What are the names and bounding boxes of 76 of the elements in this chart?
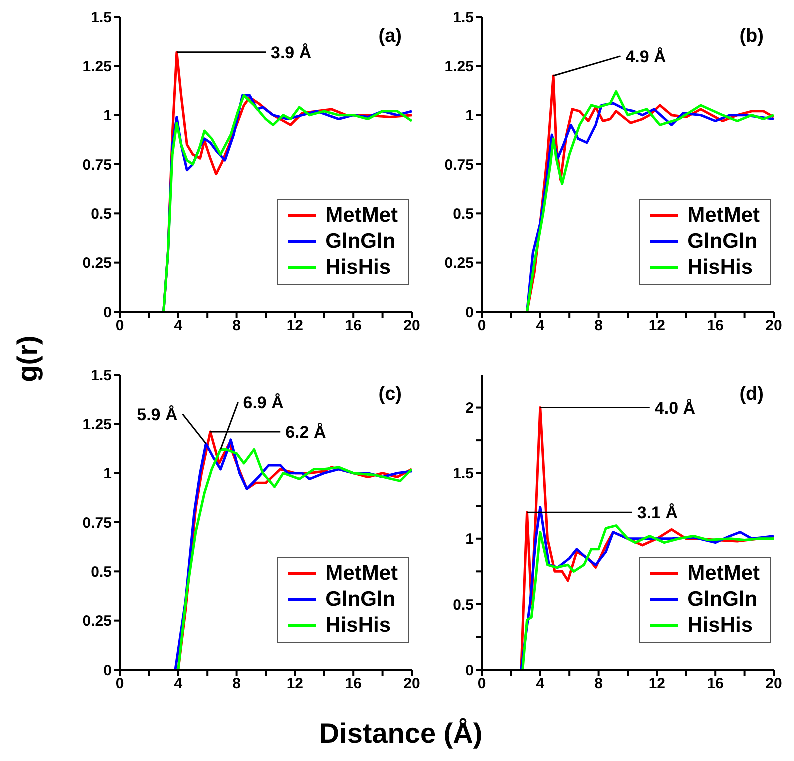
annotation: 6.2 Å [286, 423, 326, 442]
y-tick-label: 0.5 [91, 206, 112, 223]
x-tick-label: 12 [648, 318, 666, 335]
legend-label: MetMet [688, 561, 760, 587]
y-tick-label: 0 [466, 304, 474, 322]
x-tick-label: 0 [116, 676, 124, 693]
legend-label: MetMet [688, 203, 760, 229]
y-tick-label: 1.5 [453, 9, 474, 26]
x-axis-title: Distance (Å) [318, 718, 484, 750]
y-tick-label: 0.5 [453, 206, 474, 223]
y-tick-label: 1.5 [91, 367, 112, 384]
y-tick-label: 1.25 [444, 58, 474, 76]
x-tick-label: 12 [286, 318, 304, 335]
annotation: 3.9 Å [271, 43, 312, 62]
annotation: 5.9 Å [137, 405, 178, 424]
x-tick-label: 16 [345, 676, 362, 693]
legend-label: HisHis [688, 613, 754, 639]
x-tick-label: 8 [232, 318, 241, 335]
y-tick-label: 0 [466, 662, 474, 680]
y-tick-label: 1 [104, 108, 112, 125]
annotation: 4.0 Å [654, 398, 696, 418]
x-tick-label: 20 [404, 676, 420, 693]
legend-label: MetMet [326, 203, 398, 229]
y-tick-label: 0 [104, 304, 112, 322]
y-tick-label: 0.25 [82, 613, 112, 630]
y-tick-label: 0.5 [453, 596, 474, 614]
x-tick-label: 8 [594, 318, 603, 335]
x-tick-label: 8 [594, 676, 603, 693]
legend-label: HisHis [326, 255, 392, 281]
y-tick-label: 1 [466, 531, 474, 548]
x-tick-label: 4 [536, 318, 546, 335]
x-tick-label: 16 [345, 318, 362, 335]
y-tick-label: 1.5 [91, 9, 112, 26]
y-tick-label: 1.25 [82, 416, 112, 434]
x-tick-label: 8 [232, 676, 241, 693]
legend-label: GlnGln [326, 229, 396, 255]
y-tick-label: 1.5 [453, 466, 474, 483]
legend-label: MetMet [326, 561, 398, 587]
annotation: (b) [740, 26, 764, 48]
legend-label: GlnGln [326, 587, 396, 613]
y-tick-label: 0 [104, 662, 112, 680]
x-tick-label: 12 [648, 676, 666, 693]
y-tick-label: 2 [466, 400, 474, 418]
line-series [162, 94, 412, 312]
annotation: 6.9 Å [243, 394, 284, 413]
annotation: 3.1 Å [637, 504, 678, 523]
y-tick-label: 0.75 [82, 514, 112, 532]
annotation: 4.9 Å [626, 47, 666, 66]
legend-label: GlnGln [688, 229, 758, 255]
y-tick-label: 0.5 [91, 564, 112, 581]
legend-label: HisHis [688, 255, 754, 281]
x-tick-label: 20 [404, 318, 420, 335]
x-tick-label: 4 [536, 676, 546, 693]
annotation: (d) [740, 384, 764, 406]
y-tick-label: 0.75 [444, 156, 474, 174]
y-tick-label: 1 [104, 466, 112, 483]
x-tick-label: 16 [707, 318, 724, 335]
x-tick-label: 4 [174, 318, 184, 335]
legend-label: HisHis [326, 613, 392, 639]
y-axis-title: g(r) [12, 334, 44, 384]
x-tick-label: 20 [766, 676, 782, 693]
x-tick-label: 0 [478, 676, 486, 693]
x-tick-label: 0 [116, 318, 124, 335]
legend-label: GlnGln [688, 587, 758, 613]
y-tick-label: 1 [466, 108, 474, 125]
x-tick-label: 16 [707, 676, 724, 693]
annotation: (c) [378, 384, 402, 406]
x-tick-label: 20 [766, 318, 782, 335]
y-tick-label: 0.75 [82, 156, 112, 174]
y-tick-label: 0.25 [82, 255, 112, 272]
y-tick-label: 1.25 [82, 58, 112, 76]
x-tick-label: 0 [478, 318, 486, 335]
annotation: (a) [378, 26, 402, 48]
x-tick-label: 12 [286, 676, 304, 693]
x-tick-label: 4 [174, 676, 184, 693]
y-tick-label: 0.25 [444, 255, 474, 272]
